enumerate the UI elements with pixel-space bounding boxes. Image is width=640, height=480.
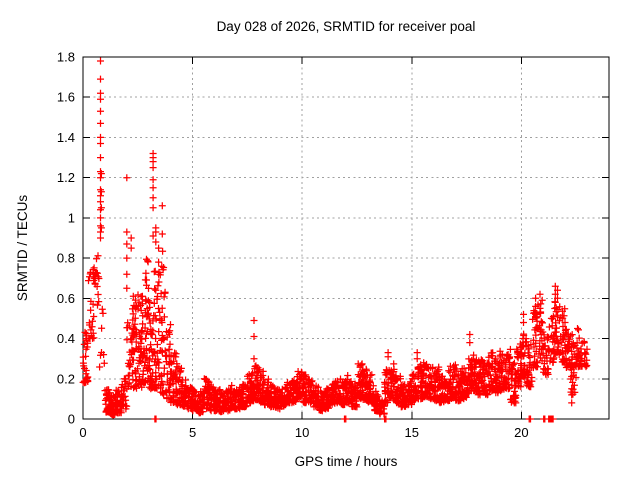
y-tick-label: 1.6 bbox=[57, 90, 75, 105]
x-tick-label: 15 bbox=[405, 425, 419, 440]
chart-title: Day 028 of 2026, SRMTID for receiver poa… bbox=[217, 19, 476, 34]
y-tick-label: 1.2 bbox=[57, 170, 75, 185]
y-tick-label: 1 bbox=[68, 210, 75, 225]
y-tick-label: 0.4 bbox=[57, 331, 75, 346]
y-tick-label: 0.2 bbox=[57, 371, 75, 386]
y-tick-label: 1.4 bbox=[57, 130, 75, 145]
x-tick-label: 20 bbox=[514, 425, 528, 440]
x-tick-label: 0 bbox=[79, 425, 86, 440]
x-tick-label: 5 bbox=[189, 425, 196, 440]
y-tick-label: 0.8 bbox=[57, 251, 75, 266]
x-tick-label: 10 bbox=[295, 425, 309, 440]
data-points bbox=[79, 57, 591, 423]
y-tick-label: 0.6 bbox=[57, 291, 75, 306]
y-tick-label: 1.8 bbox=[57, 50, 75, 65]
x-axis-label: GPS time / hours bbox=[295, 454, 398, 469]
y-tick-label: 0 bbox=[68, 412, 75, 427]
y-axis-label: SRMTID / TECUs bbox=[15, 195, 30, 302]
tick-labels: 0 5 10 15 20 0 0.2 0.4 0.6 0.8 1 1.2 1.4 1.6 1.8 bbox=[57, 50, 529, 441]
